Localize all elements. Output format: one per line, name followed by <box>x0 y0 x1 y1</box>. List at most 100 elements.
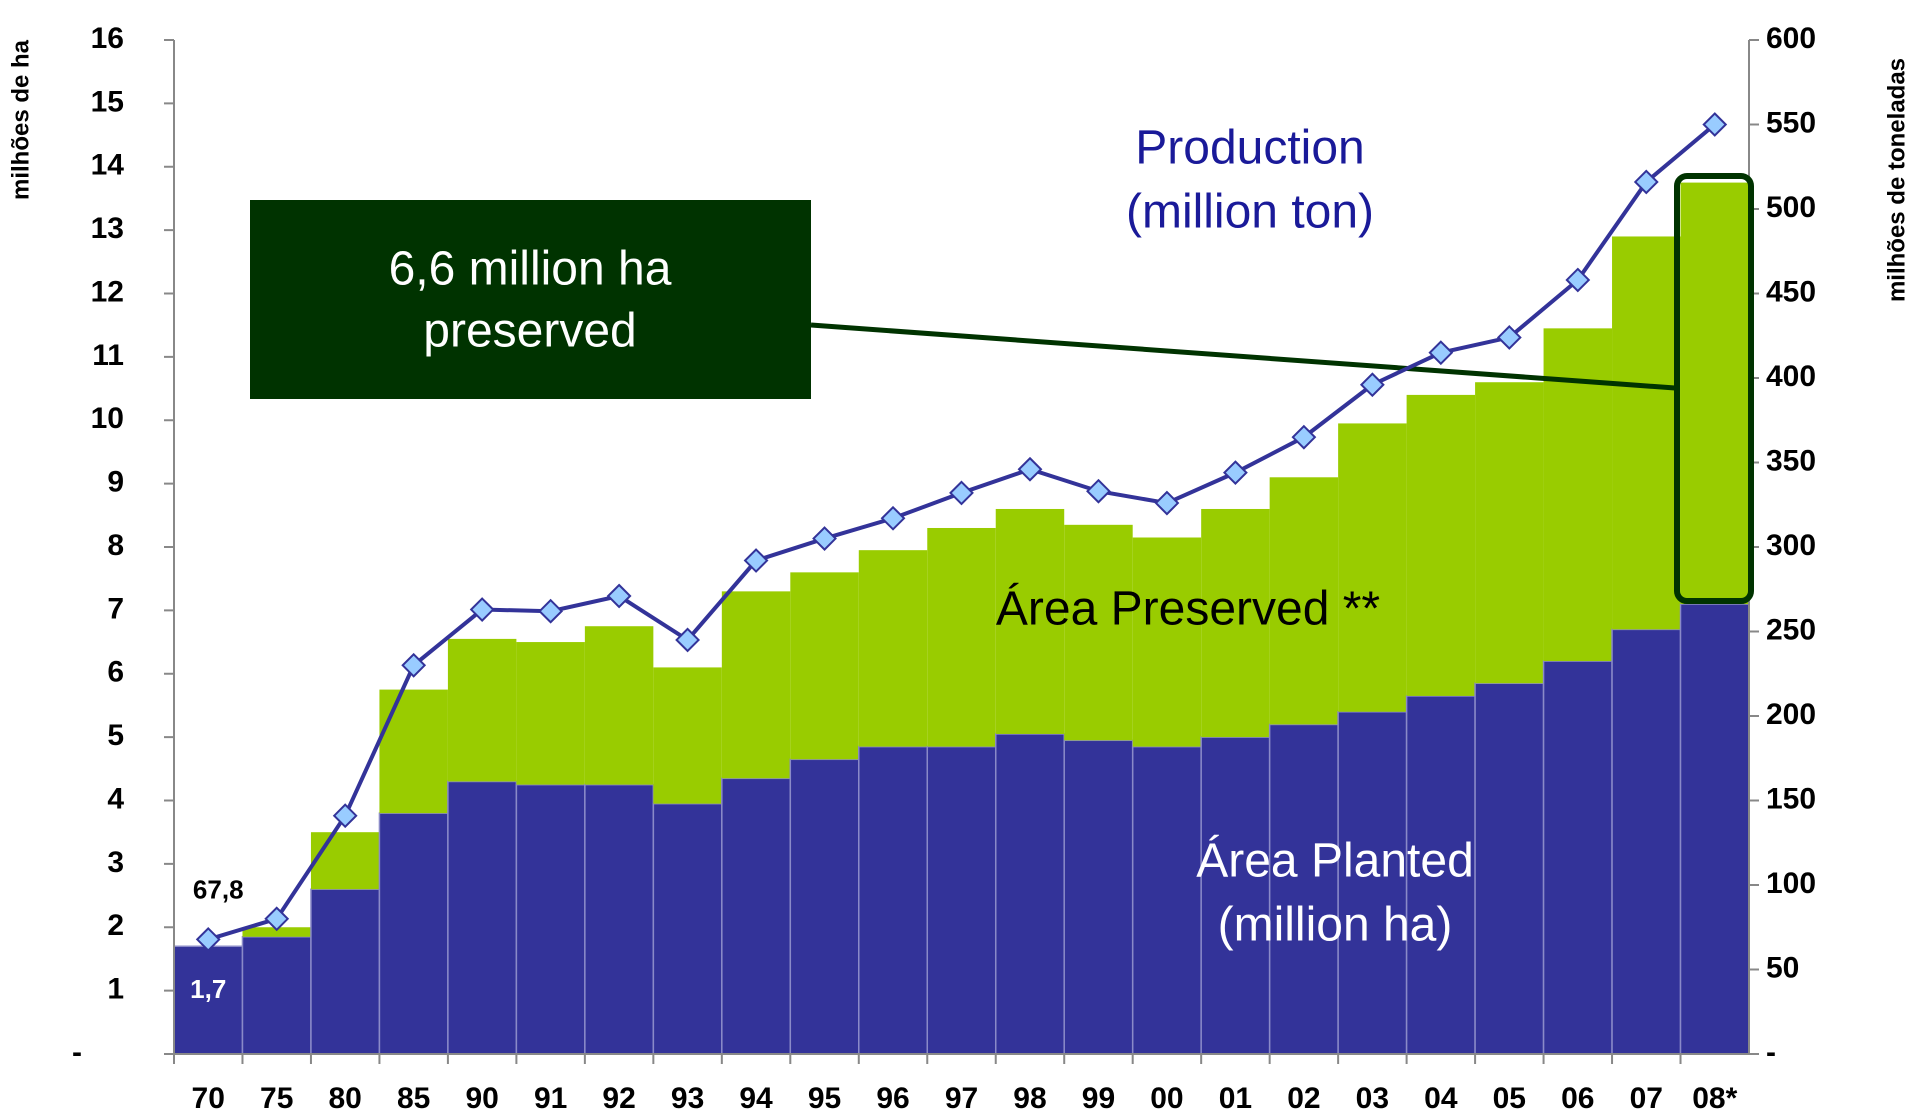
y2-tick-label: - <box>1766 1036 1776 1069</box>
y2-tick-label: 50 <box>1766 951 1799 984</box>
marker <box>538 598 564 624</box>
bar <box>1201 508 1270 738</box>
y2-tick-label: 200 <box>1766 698 1816 731</box>
y-tick-label: 14 <box>91 149 125 182</box>
bar <box>653 667 722 804</box>
bar <box>926 745 997 1055</box>
bar <box>242 927 311 937</box>
marker <box>1291 424 1317 450</box>
x-tick-label: 93 <box>671 1082 704 1113</box>
x-tick-label: 92 <box>602 1082 635 1113</box>
y2-tick-label: 100 <box>1766 867 1816 900</box>
annotation: (million ha) <box>1218 899 1453 952</box>
y-tick-label: 8 <box>107 529 124 562</box>
annotation: Production <box>1135 122 1364 175</box>
bar <box>1679 603 1750 1055</box>
bar <box>1611 628 1682 1055</box>
bar <box>447 638 517 782</box>
bar <box>858 745 929 1055</box>
bar <box>721 591 791 779</box>
y2-tick-label: 450 <box>1766 275 1816 308</box>
bar <box>1338 423 1407 712</box>
marker <box>1154 490 1180 516</box>
bar <box>515 783 586 1055</box>
bar <box>721 777 792 1055</box>
data-label: 1,7 <box>190 974 226 1004</box>
bar <box>927 527 996 747</box>
marker <box>949 480 974 506</box>
bar <box>652 802 723 1055</box>
x-tick-label: 99 <box>1082 1082 1115 1113</box>
x-tick-label: 00 <box>1150 1082 1183 1113</box>
y2-tick-label: 250 <box>1766 613 1816 646</box>
y2-tick-label: 400 <box>1766 360 1816 393</box>
marker <box>469 597 495 622</box>
callout-text: preserved <box>423 305 636 358</box>
y2-tick-label: 550 <box>1766 106 1816 139</box>
bar <box>516 642 585 785</box>
marker <box>1496 325 1522 350</box>
marker <box>1086 478 1111 504</box>
bar <box>1680 182 1749 605</box>
x-tick-label: 95 <box>808 1082 841 1113</box>
bar <box>1200 736 1271 1055</box>
highlight-box <box>1674 173 1754 604</box>
y-tick-label: 15 <box>91 85 124 118</box>
y2-tick-label: 600 <box>1766 22 1816 55</box>
x-tick-label: 75 <box>260 1082 293 1113</box>
x-tick-label: 02 <box>1287 1082 1320 1113</box>
bar <box>790 572 859 760</box>
y-tick-label: 3 <box>107 846 124 879</box>
marker <box>880 505 906 531</box>
y2-tick-label: 150 <box>1766 782 1816 815</box>
y-tick-label: 9 <box>107 466 124 499</box>
y-tick-label: 11 <box>92 339 124 372</box>
y-axis-label: milhões de ha <box>7 39 34 200</box>
y2-axis-label: milhões de toneladas <box>1883 58 1910 302</box>
bar <box>584 626 654 785</box>
y-tick-label: 16 <box>91 22 124 55</box>
bar <box>1542 660 1613 1055</box>
marker <box>1633 169 1659 195</box>
bar <box>858 550 928 747</box>
annotation: Área Planted <box>1196 835 1474 888</box>
marker <box>264 906 290 932</box>
callout-box <box>250 200 811 399</box>
bar <box>378 812 449 1055</box>
annotation: Área Preserved ** <box>996 583 1380 636</box>
x-tick-label: 94 <box>739 1082 773 1113</box>
bar <box>789 758 860 1055</box>
bar <box>379 689 448 814</box>
callout-text: 6,6 million ha <box>389 243 672 296</box>
x-tick-label: 96 <box>876 1082 909 1113</box>
marker <box>401 652 427 678</box>
bar <box>1131 745 1202 1055</box>
x-tick-label: 85 <box>397 1082 430 1113</box>
data-label: 67,8 <box>193 874 244 904</box>
marker <box>743 548 769 573</box>
marker <box>195 927 221 952</box>
bar <box>995 508 1065 734</box>
y-tick-label: 1 <box>107 973 124 1006</box>
y2-tick-label: 350 <box>1766 444 1816 477</box>
bar <box>1064 524 1133 741</box>
bar <box>447 780 518 1055</box>
marker <box>1359 372 1385 398</box>
bar <box>584 783 655 1055</box>
y-tick-label: 6 <box>107 656 124 689</box>
x-tick-label: 01 <box>1219 1082 1252 1113</box>
y-tick-label: 7 <box>107 592 124 625</box>
y2-tick-label: 300 <box>1766 529 1816 562</box>
bar <box>1063 739 1134 1055</box>
y-tick-label: 5 <box>107 719 124 752</box>
x-tick-label: 04 <box>1424 1082 1458 1113</box>
y-tick-label: 10 <box>91 402 124 435</box>
marker <box>1017 456 1043 482</box>
x-tick-label: 07 <box>1630 1082 1663 1113</box>
bar <box>1406 394 1476 696</box>
y-tick-label: 12 <box>91 275 124 308</box>
bar <box>310 832 380 890</box>
y-tick-label: - <box>72 1036 82 1069</box>
annotation: (million ton) <box>1126 186 1374 239</box>
